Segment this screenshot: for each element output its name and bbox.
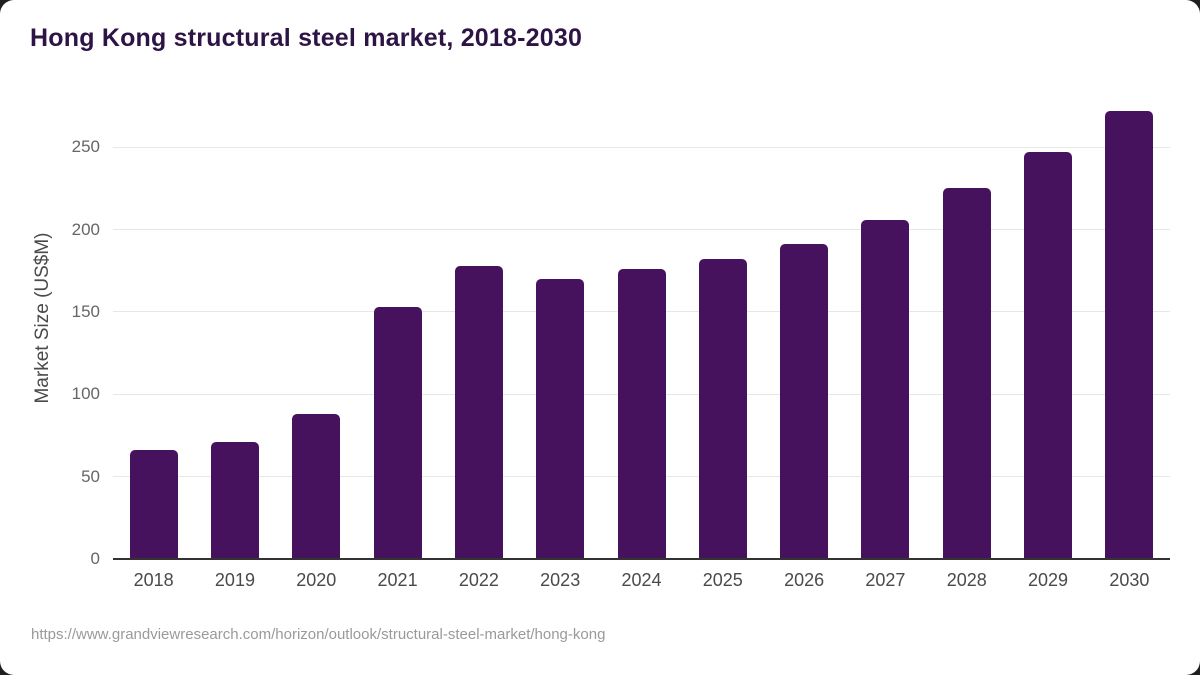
bar-2026[interactable] (780, 244, 829, 559)
bar-2024[interactable] (617, 269, 666, 559)
y-tick-label-150: 150 (71, 301, 100, 321)
bar-2023[interactable] (536, 279, 585, 559)
bar-2027[interactable] (861, 219, 910, 559)
x-tick-label-2027: 2027 (865, 570, 906, 590)
x-tick-label-2022: 2022 (458, 570, 499, 590)
bar-2030[interactable] (1105, 111, 1154, 559)
source-url: https://www.grandviewresearch.com/horizo… (31, 626, 606, 643)
x-tick-label-2021: 2021 (377, 570, 418, 590)
y-tick-label-0: 0 (90, 549, 100, 568)
bar-2021[interactable] (373, 307, 422, 559)
gridline-250 (113, 146, 1170, 148)
bar-2018[interactable] (129, 450, 178, 559)
x-tick-label-2018: 2018 (133, 570, 174, 590)
y-tick-label-250: 250 (71, 137, 100, 157)
x-axis-line (113, 558, 1170, 560)
x-tick-label-2026: 2026 (784, 570, 825, 590)
x-tick-label-2019: 2019 (214, 570, 255, 590)
y-tick-label-100: 100 (71, 384, 100, 404)
y-tick-label-200: 200 (71, 219, 100, 239)
bar-2025[interactable] (698, 259, 747, 559)
bar-2028[interactable] (942, 188, 991, 559)
x-tick-label-2029: 2029 (1028, 570, 1069, 590)
gridline-200 (113, 229, 1170, 231)
bar-2022[interactable] (454, 265, 503, 559)
x-tick-label-2020: 2020 (296, 570, 337, 590)
bar-2019[interactable] (210, 442, 259, 559)
y-tick-label-50: 50 (81, 466, 100, 486)
chart-title: Hong Kong structural steel market, 2018-… (30, 24, 583, 52)
x-tick-label-2024: 2024 (621, 570, 662, 590)
x-tick-label-2030: 2030 (1109, 570, 1150, 590)
x-tick-label-2025: 2025 (702, 570, 743, 590)
bar-2029[interactable] (1024, 152, 1073, 559)
x-tick-label-2023: 2023 (540, 570, 581, 590)
x-tick-label-2028: 2028 (946, 570, 987, 590)
bar-2020[interactable] (292, 414, 341, 559)
